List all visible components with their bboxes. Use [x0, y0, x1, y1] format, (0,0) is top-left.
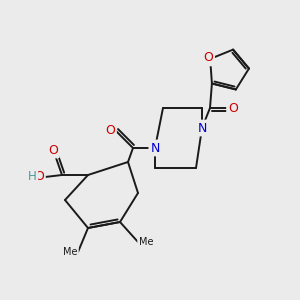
Text: H: H [28, 170, 36, 184]
Text: Me: Me [63, 247, 77, 257]
Text: N: N [150, 142, 160, 154]
Text: O: O [203, 51, 213, 64]
Text: N: N [197, 122, 207, 134]
Text: Me: Me [139, 237, 153, 247]
Text: O: O [105, 124, 115, 136]
Text: O: O [228, 101, 238, 115]
Text: O: O [34, 170, 44, 184]
Text: O: O [48, 143, 58, 157]
